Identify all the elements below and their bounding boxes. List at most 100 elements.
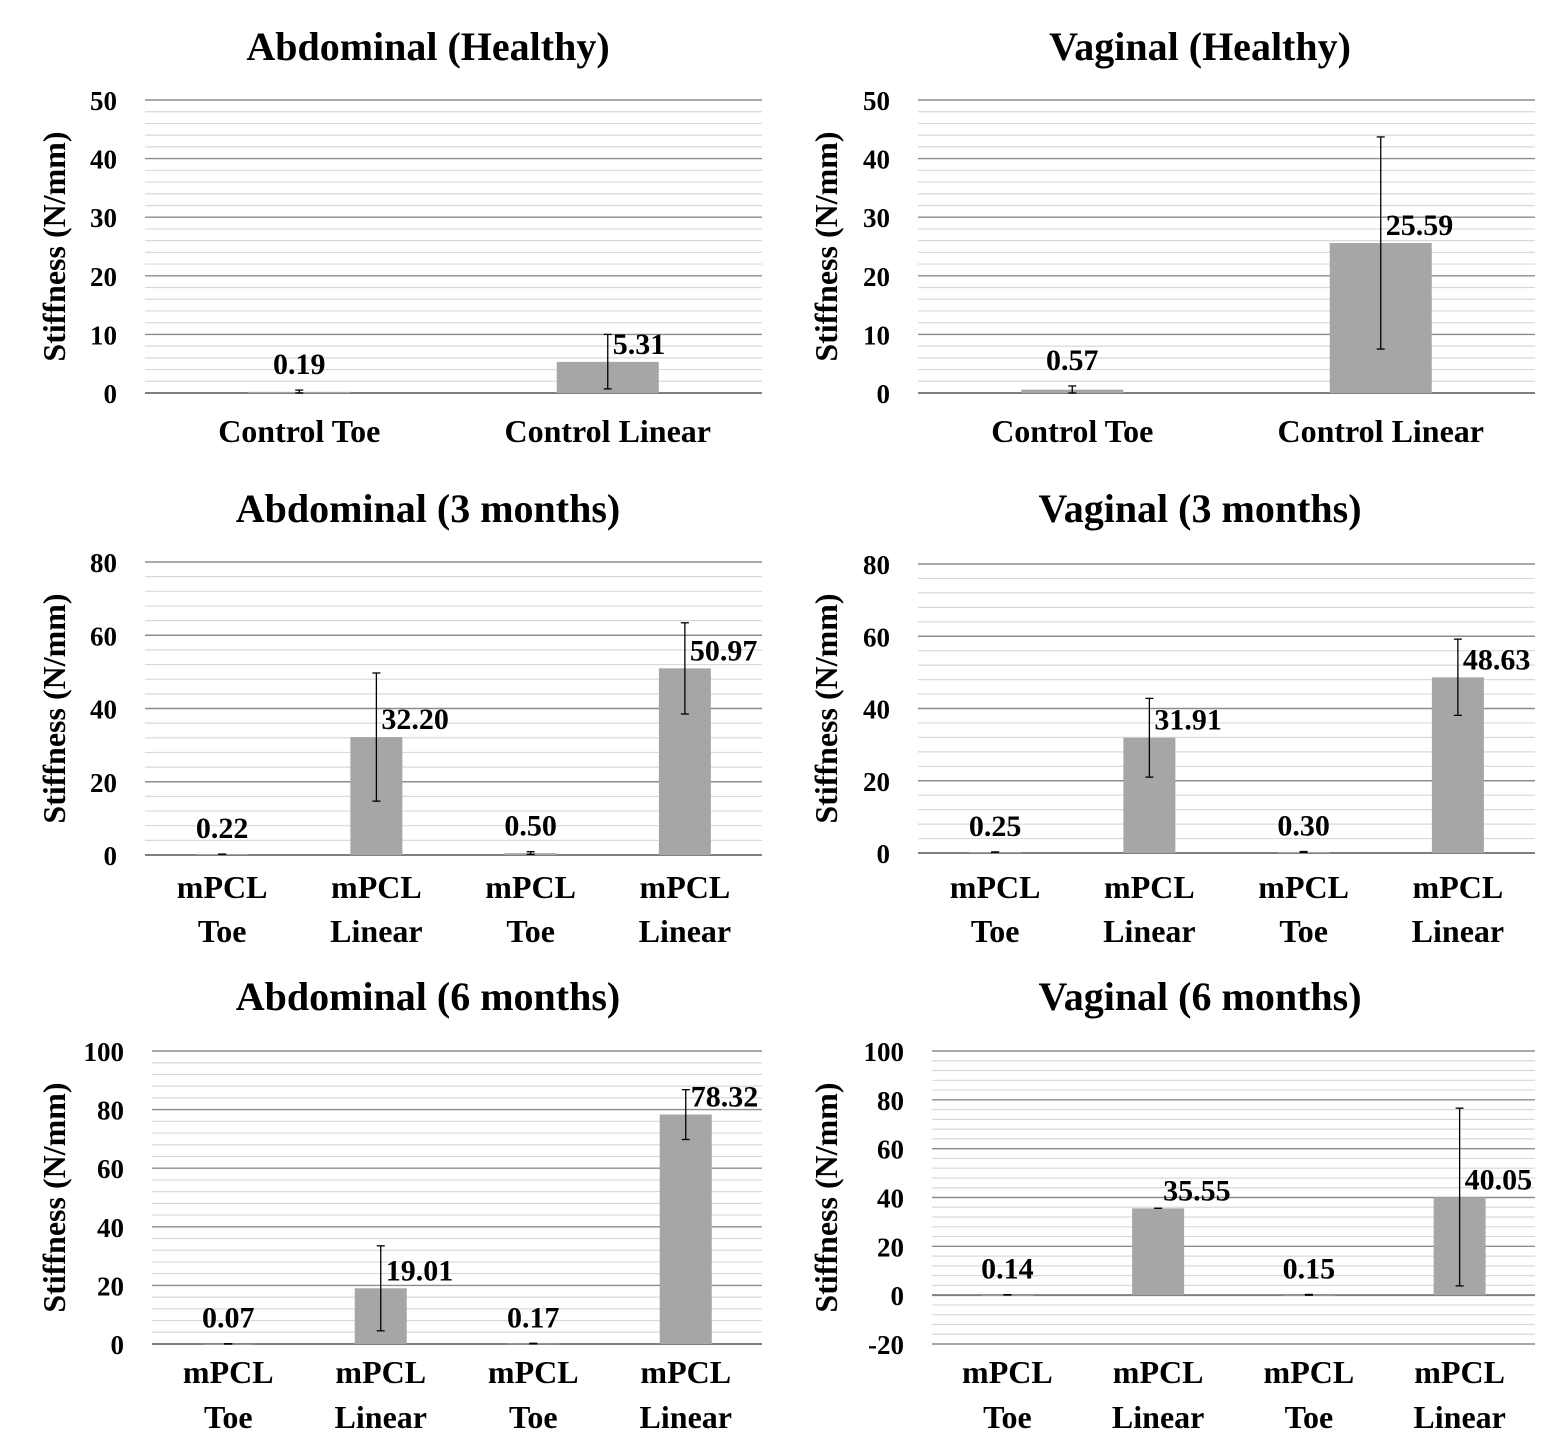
y-tick-label: 40 (863, 695, 890, 725)
data-label: 5.31 (613, 328, 666, 361)
category-label: Control Linear (1277, 413, 1484, 449)
chart-title: Abdominal (3 months) (236, 486, 621, 531)
y-tick-label: 0 (104, 841, 118, 871)
y-tick-label: 80 (97, 1096, 124, 1126)
y-tick-label: 40 (90, 145, 117, 175)
y-tick-label: 80 (863, 550, 890, 580)
category-label: Linear (1412, 913, 1504, 949)
y-tick-label: 80 (90, 548, 117, 578)
chart-panel-2: 0 10 20 30 40 50 Vaginal (Healthy) Stiffness (N… (808, 24, 1535, 449)
data-label: 40.05 (1465, 1163, 1533, 1196)
category-label: mPCL (1258, 869, 1349, 905)
category-label: mPCL (1264, 1354, 1355, 1390)
data-label: 0.17 (507, 1301, 560, 1334)
y-tick-label: 30 (863, 203, 890, 233)
category-label: mPCL (1113, 1354, 1204, 1390)
category-label: mPCL (183, 1354, 274, 1390)
category-label: mPCL (488, 1354, 579, 1390)
y-tick-label: 20 (877, 1232, 904, 1262)
category-label: Toe (1279, 913, 1328, 949)
bar (659, 1114, 712, 1344)
data-label: 0.22 (196, 812, 249, 845)
data-label: 0.50 (504, 810, 557, 843)
chart-panel-4: 0 20 40 60 80 Vaginal (3 months) Stiffness (N/… (808, 486, 1535, 949)
y-tick-label: 0 (104, 379, 118, 409)
y-tick-label: 40 (863, 145, 890, 175)
y-tick-label: 20 (90, 262, 117, 292)
y-axis-label: Stiffness (N/mm) (36, 131, 72, 361)
data-label: 31.91 (1154, 704, 1222, 737)
y-axis-label: Stiffness (N/mm) (808, 131, 844, 361)
category-label: mPCL (1104, 869, 1195, 905)
error-bar (526, 851, 535, 855)
y-tick-label: 50 (90, 86, 117, 116)
category-label: Linear (1112, 1399, 1204, 1435)
y-tick-label: 10 (863, 320, 890, 350)
error-bar (1376, 136, 1385, 350)
y-tick-label: 20 (863, 262, 890, 292)
category-label: mPCL (640, 1354, 731, 1390)
y-axis-label: Stiffness (N/mm) (808, 593, 844, 823)
y-tick-label: 40 (97, 1213, 124, 1243)
category-label: Control Linear (504, 413, 711, 449)
chart-title: Abdominal (Healthy) (246, 24, 609, 69)
category-label: Control Toe (991, 413, 1153, 449)
category-label: Toe (1285, 1399, 1334, 1435)
category-label: mPCL (962, 1354, 1053, 1390)
y-axis-label: Stiffness (N/mm) (36, 1082, 72, 1312)
error-bar (1453, 638, 1462, 717)
category-label: Linear (640, 1399, 732, 1435)
error-bar (681, 1089, 690, 1141)
category-label: Toe (983, 1399, 1032, 1435)
error-bar (680, 622, 689, 715)
data-label: 78.32 (691, 1081, 759, 1114)
chart-panel-1: 0 10 20 30 40 50 Abdominal (Healthy) Stiffness … (36, 24, 762, 449)
y-tick-label: 100 (84, 1037, 125, 1067)
chart-panel-6: -20 0 20 40 60 80 100 Vaginal (6 months) Stiffne… (808, 974, 1535, 1435)
data-label: 50.97 (690, 634, 758, 667)
error-bar (1145, 697, 1154, 778)
y-tick-label: 80 (877, 1086, 904, 1116)
data-label: 0.30 (1277, 810, 1330, 843)
y-tick-label: 40 (877, 1184, 904, 1214)
category-label: Toe (204, 1399, 253, 1435)
category-label: mPCL (335, 1354, 426, 1390)
category-label: Toe (198, 913, 247, 949)
category-label: mPCL (640, 869, 731, 905)
category-label: Linear (330, 913, 422, 949)
chart-title: Abdominal (6 months) (236, 974, 621, 1019)
category-label: mPCL (1414, 1354, 1505, 1390)
data-label: 48.63 (1463, 643, 1531, 676)
data-label: 25.59 (1386, 209, 1454, 242)
y-tick-label: 60 (97, 1154, 124, 1184)
category-label: Control Toe (218, 413, 380, 449)
error-bar (1299, 850, 1308, 853)
y-tick-label: 0 (891, 1281, 905, 1311)
chart-panel-5: 0 20 40 60 80 100 Abdominal (6 months) Stiffnes… (36, 974, 762, 1435)
y-tick-label: 20 (97, 1271, 124, 1301)
data-label: 35.55 (1163, 1174, 1231, 1207)
error-bar (1304, 1293, 1313, 1296)
error-bar (295, 389, 304, 394)
category-label: Linear (639, 913, 731, 949)
y-tick-label: 0 (111, 1330, 125, 1360)
chart-title: Vaginal (3 months) (1038, 486, 1361, 531)
error-bar (372, 672, 381, 802)
category-label: Toe (509, 1399, 558, 1435)
data-label: 0.57 (1046, 344, 1099, 377)
y-tick-label: 60 (863, 622, 890, 652)
category-label: mPCL (950, 869, 1041, 905)
category-label: Linear (1103, 913, 1195, 949)
y-tick-label: -20 (868, 1330, 904, 1360)
error-bar (603, 333, 612, 390)
y-tick-label: 20 (90, 768, 117, 798)
chart-panel-3: 0 20 40 60 80 Abdominal (3 months) Stiffness (… (36, 486, 762, 949)
y-tick-label: 0 (877, 839, 891, 869)
category-label: mPCL (485, 869, 576, 905)
category-label: Linear (1413, 1399, 1505, 1435)
bar (1132, 1208, 1185, 1296)
data-label: 0.19 (273, 348, 326, 381)
data-label: 19.01 (386, 1254, 454, 1287)
